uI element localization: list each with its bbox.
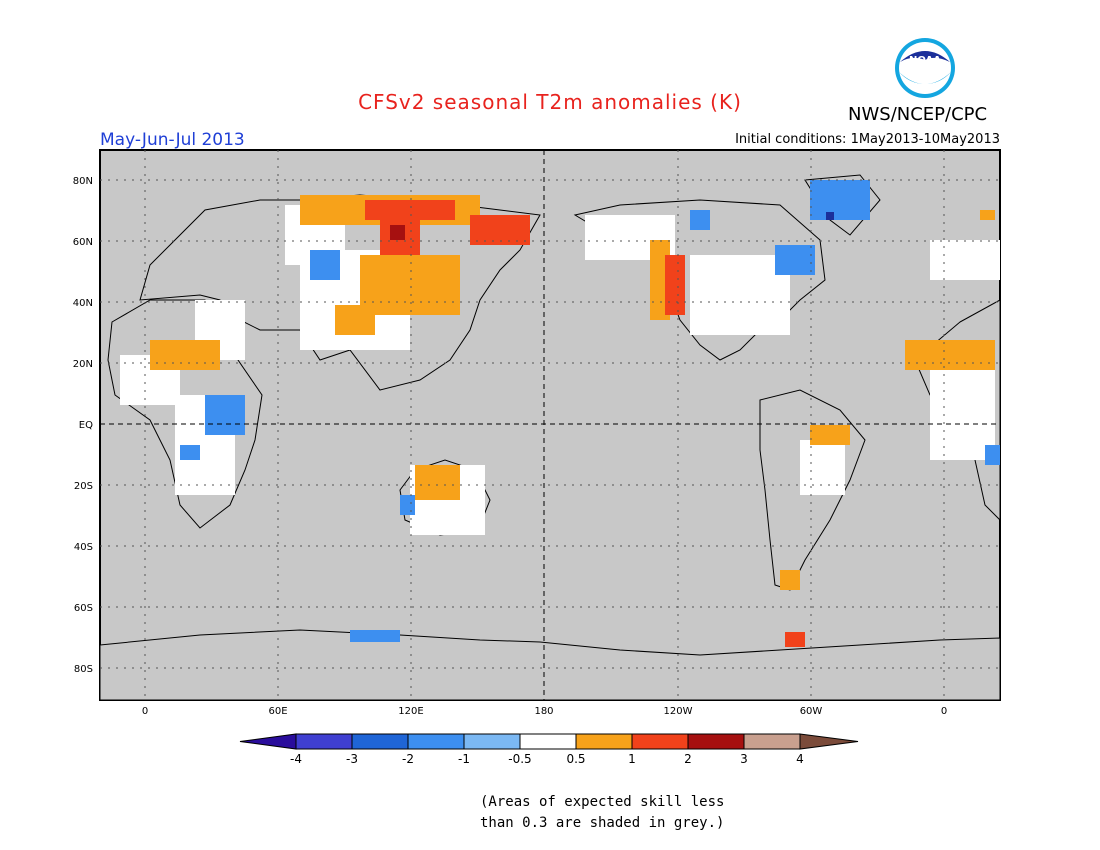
colorbar-label: 0.5 — [566, 752, 585, 766]
colorbar-label: -3 — [346, 752, 358, 766]
colorbar-arrow-high — [799, 733, 859, 750]
initial-conditions: Initial conditions: 1May2013-10May2013 — [735, 132, 1000, 147]
cool-anomaly-3k — [826, 212, 834, 220]
lon-tick: 120E — [398, 706, 423, 717]
graticule — [100, 150, 1000, 700]
lat-tick: 20N — [73, 359, 93, 370]
forecast-period: May-Jun-Jul 2013 — [100, 130, 245, 150]
colorbar-segment — [575, 733, 633, 750]
colorbar-segment — [295, 733, 353, 750]
lat-tick: 80S — [74, 664, 93, 675]
colorbar-segment — [631, 733, 689, 750]
lon-tick: 0 — [142, 706, 148, 717]
lat-tick: EQ — [79, 420, 93, 431]
noaa-logo: NOAA — [895, 38, 955, 98]
colorbar-segment — [407, 733, 465, 750]
colorbar-segment — [463, 733, 521, 750]
skill-note-line: than 0.3 are shaded in grey.) — [480, 815, 725, 831]
longitude-axis: 0 60E 120E 180 120W 60W 0 — [142, 706, 947, 717]
colorbar-segment — [687, 733, 745, 750]
skill-note-line: (Areas of expected skill less — [480, 794, 725, 810]
reference-lines — [100, 150, 1000, 700]
colorbar-arrow-low — [239, 733, 297, 750]
colorbar-label: 2 — [684, 752, 692, 766]
warm-anomaly-2k — [365, 200, 805, 647]
colorbar-label: 4 — [796, 752, 804, 766]
agency-label: NWS/NCEP/CPC — [848, 104, 988, 125]
lat-tick: 60N — [73, 237, 93, 248]
colorbar-segment — [351, 733, 409, 750]
colorbar-segment — [743, 733, 801, 750]
lon-tick: 0 — [941, 706, 947, 717]
lat-tick: 60S — [74, 603, 93, 614]
lat-tick: 40N — [73, 298, 93, 309]
lat-tick: 80N — [73, 176, 93, 187]
logo-text: NOAA — [909, 55, 941, 66]
warm-anomaly-3k — [390, 225, 405, 240]
cool-anomaly-1k — [180, 180, 1000, 642]
colorbar-label: -4 — [290, 752, 302, 766]
colorbar-label: 3 — [740, 752, 748, 766]
lon-tick: 60W — [800, 706, 823, 717]
lon-tick: 180 — [534, 706, 553, 717]
colorbar-label: -0.5 — [508, 752, 531, 766]
lon-tick: 60E — [268, 706, 287, 717]
colorbar: -4 -3 -2 -1 -0.5 0.5 1 2 3 4 — [239, 733, 859, 766]
latitude-axis: 80N 60N 40N 20N EQ 20S 40S 60S 80S — [73, 176, 93, 675]
skill-note: (Areas of expected skill less than 0.3 a… — [480, 792, 724, 834]
colorbar-label: -2 — [402, 752, 414, 766]
colorbar-label: -1 — [458, 752, 470, 766]
map-title: CFSv2 seasonal T2m anomalies (K) — [358, 90, 742, 114]
lat-tick: 20S — [74, 481, 93, 492]
lon-tick: 120W — [664, 706, 693, 717]
colorbar-segment — [519, 733, 577, 750]
lat-tick: 40S — [74, 542, 93, 553]
colorbar-label: 1 — [628, 752, 636, 766]
